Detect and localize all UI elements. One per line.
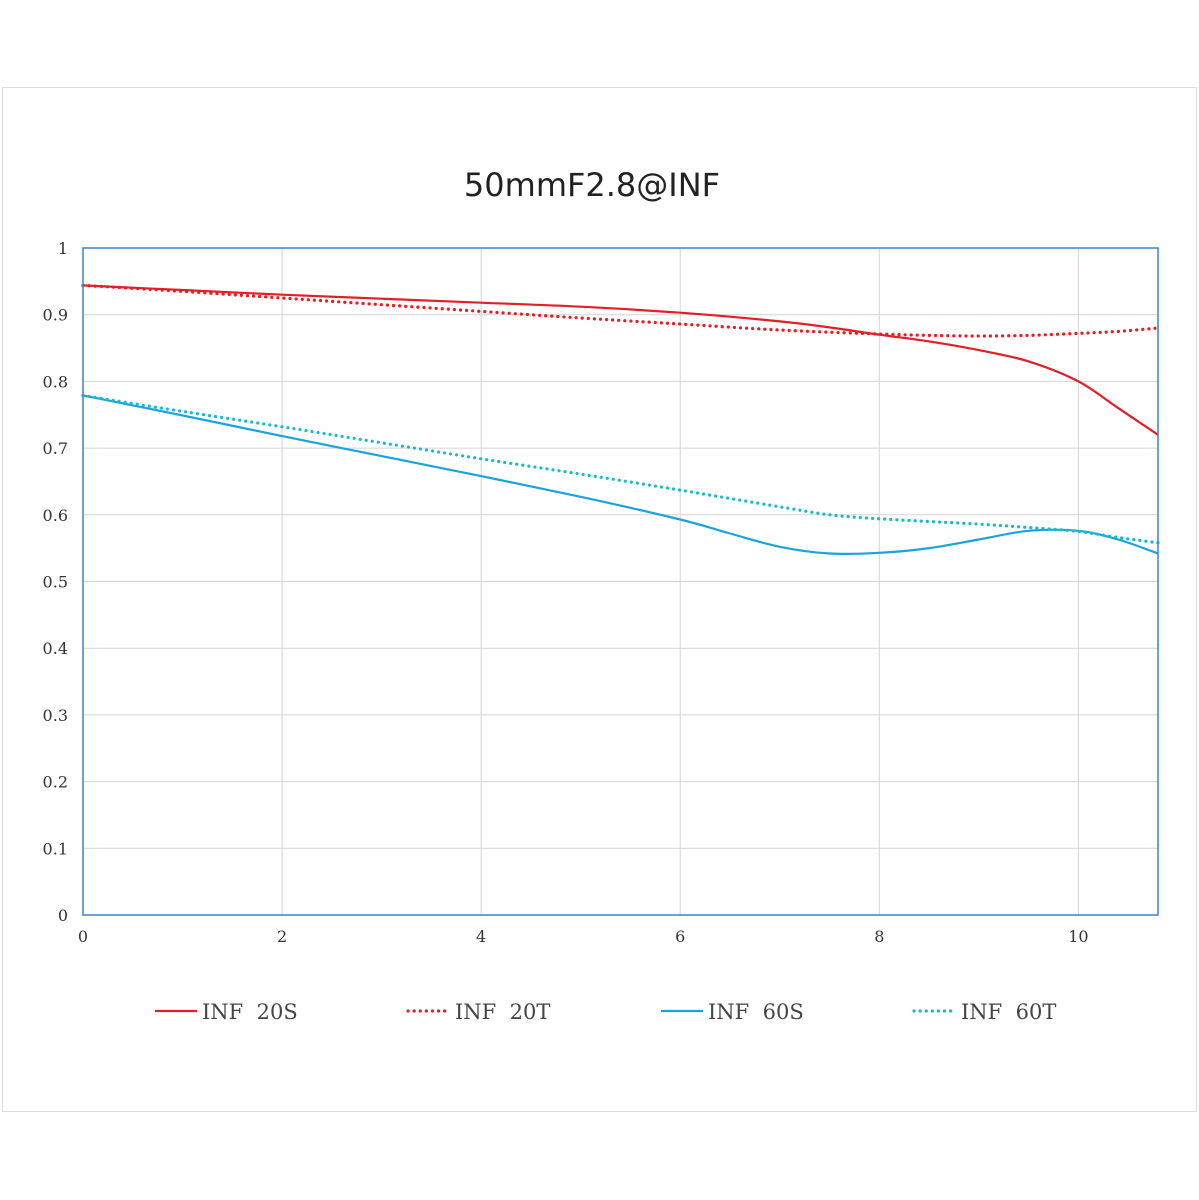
legend: INF 20S INF 20T INF 60S INF 60T [155, 1000, 1056, 1024]
chart-frame [2, 87, 1197, 1112]
y-tick-label: 0.9 [43, 306, 68, 325]
series-line-4 [81, 393, 1160, 545]
x-tick-label: 4 [476, 927, 486, 946]
legend-label-1: INF 20S [202, 1000, 298, 1024]
x-tick-label: 0 [78, 927, 88, 946]
y-tick-label: 0.5 [43, 573, 68, 592]
y-tick-label: 0.1 [43, 839, 68, 858]
y-tick-label: 0 [58, 906, 68, 925]
y-tick-label: 0.4 [43, 639, 68, 658]
series-layer [81, 283, 1160, 556]
y-tick-label: 1 [58, 239, 68, 258]
y-tick-label: 0.7 [43, 439, 68, 458]
legend-label-2: INF 20T [455, 1000, 550, 1024]
plot-area-border [82, 247, 1159, 916]
y-axis-ticks: 0 0.1 0.2 0.3 0.4 0.5 0.6 0.7 0.8 0.9 1 [43, 239, 68, 925]
legend-label-3: INF 60S [708, 1000, 804, 1024]
series-line-1 [82, 284, 1159, 436]
x-tick-label: 2 [277, 927, 287, 946]
y-tick-label: 0.3 [43, 706, 68, 725]
grid [82, 247, 1158, 916]
x-tick-label: 10 [1068, 927, 1088, 946]
chart-title: 50mmF2.8@INF [464, 166, 720, 204]
y-tick-label: 0.6 [43, 506, 68, 525]
y-tick-label: 0.2 [43, 773, 68, 792]
y-tick-label: 0.8 [43, 372, 68, 391]
x-tick-label: 8 [874, 927, 884, 946]
legend-label-4: INF 60T [961, 1000, 1056, 1024]
x-axis-ticks: 0 2 4 6 8 10 [78, 927, 1089, 946]
series-line-3 [82, 394, 1159, 556]
x-tick-label: 6 [675, 927, 685, 946]
